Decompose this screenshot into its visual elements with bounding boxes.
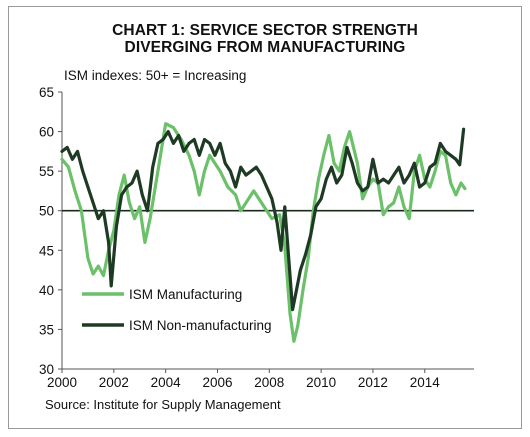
x-tick-label: 2012 bbox=[358, 375, 388, 390]
x-tick-label: 2010 bbox=[306, 375, 336, 390]
y-tick-label: 65 bbox=[39, 85, 54, 100]
x-tick-label: 2006 bbox=[202, 375, 232, 390]
chart-subtitle: ISM indexes: 50+ = Increasing bbox=[64, 68, 247, 83]
y-tick-label: 30 bbox=[39, 362, 54, 377]
legend-label: ISM Non-manufacturing bbox=[129, 318, 272, 333]
y-tick-label: 50 bbox=[39, 204, 54, 219]
series-line-ism-non-manufacturing bbox=[60, 127, 466, 312]
y-tick-label: 45 bbox=[39, 243, 54, 258]
chart-title: CHART 1: SERVICE SECTOR STRENGTH DIVERGI… bbox=[0, 22, 530, 56]
y-tick-label: 35 bbox=[39, 322, 54, 337]
chart-title-line-1: CHART 1: SERVICE SECTOR STRENGTH bbox=[112, 22, 418, 39]
series-line-ism-manufacturing bbox=[60, 122, 467, 343]
x-tick-label: 2004 bbox=[151, 375, 182, 390]
x-tick-label: 2008 bbox=[254, 375, 284, 390]
chart-frame bbox=[8, 6, 522, 429]
x-tick-label: 2002 bbox=[99, 375, 129, 390]
y-tick-label: 60 bbox=[39, 125, 54, 140]
y-tick-label: 55 bbox=[39, 164, 54, 179]
legend-label: ISM Manufacturing bbox=[129, 287, 242, 302]
chart-title-line-2: DIVERGING FROM MANUFACTURING bbox=[124, 39, 406, 56]
y-tick-label: 40 bbox=[39, 283, 54, 298]
x-tick-label: 2014 bbox=[410, 375, 441, 390]
x-tick-label: 2000 bbox=[47, 375, 77, 390]
chart-source: Source: Institute for Supply Management bbox=[45, 397, 281, 412]
